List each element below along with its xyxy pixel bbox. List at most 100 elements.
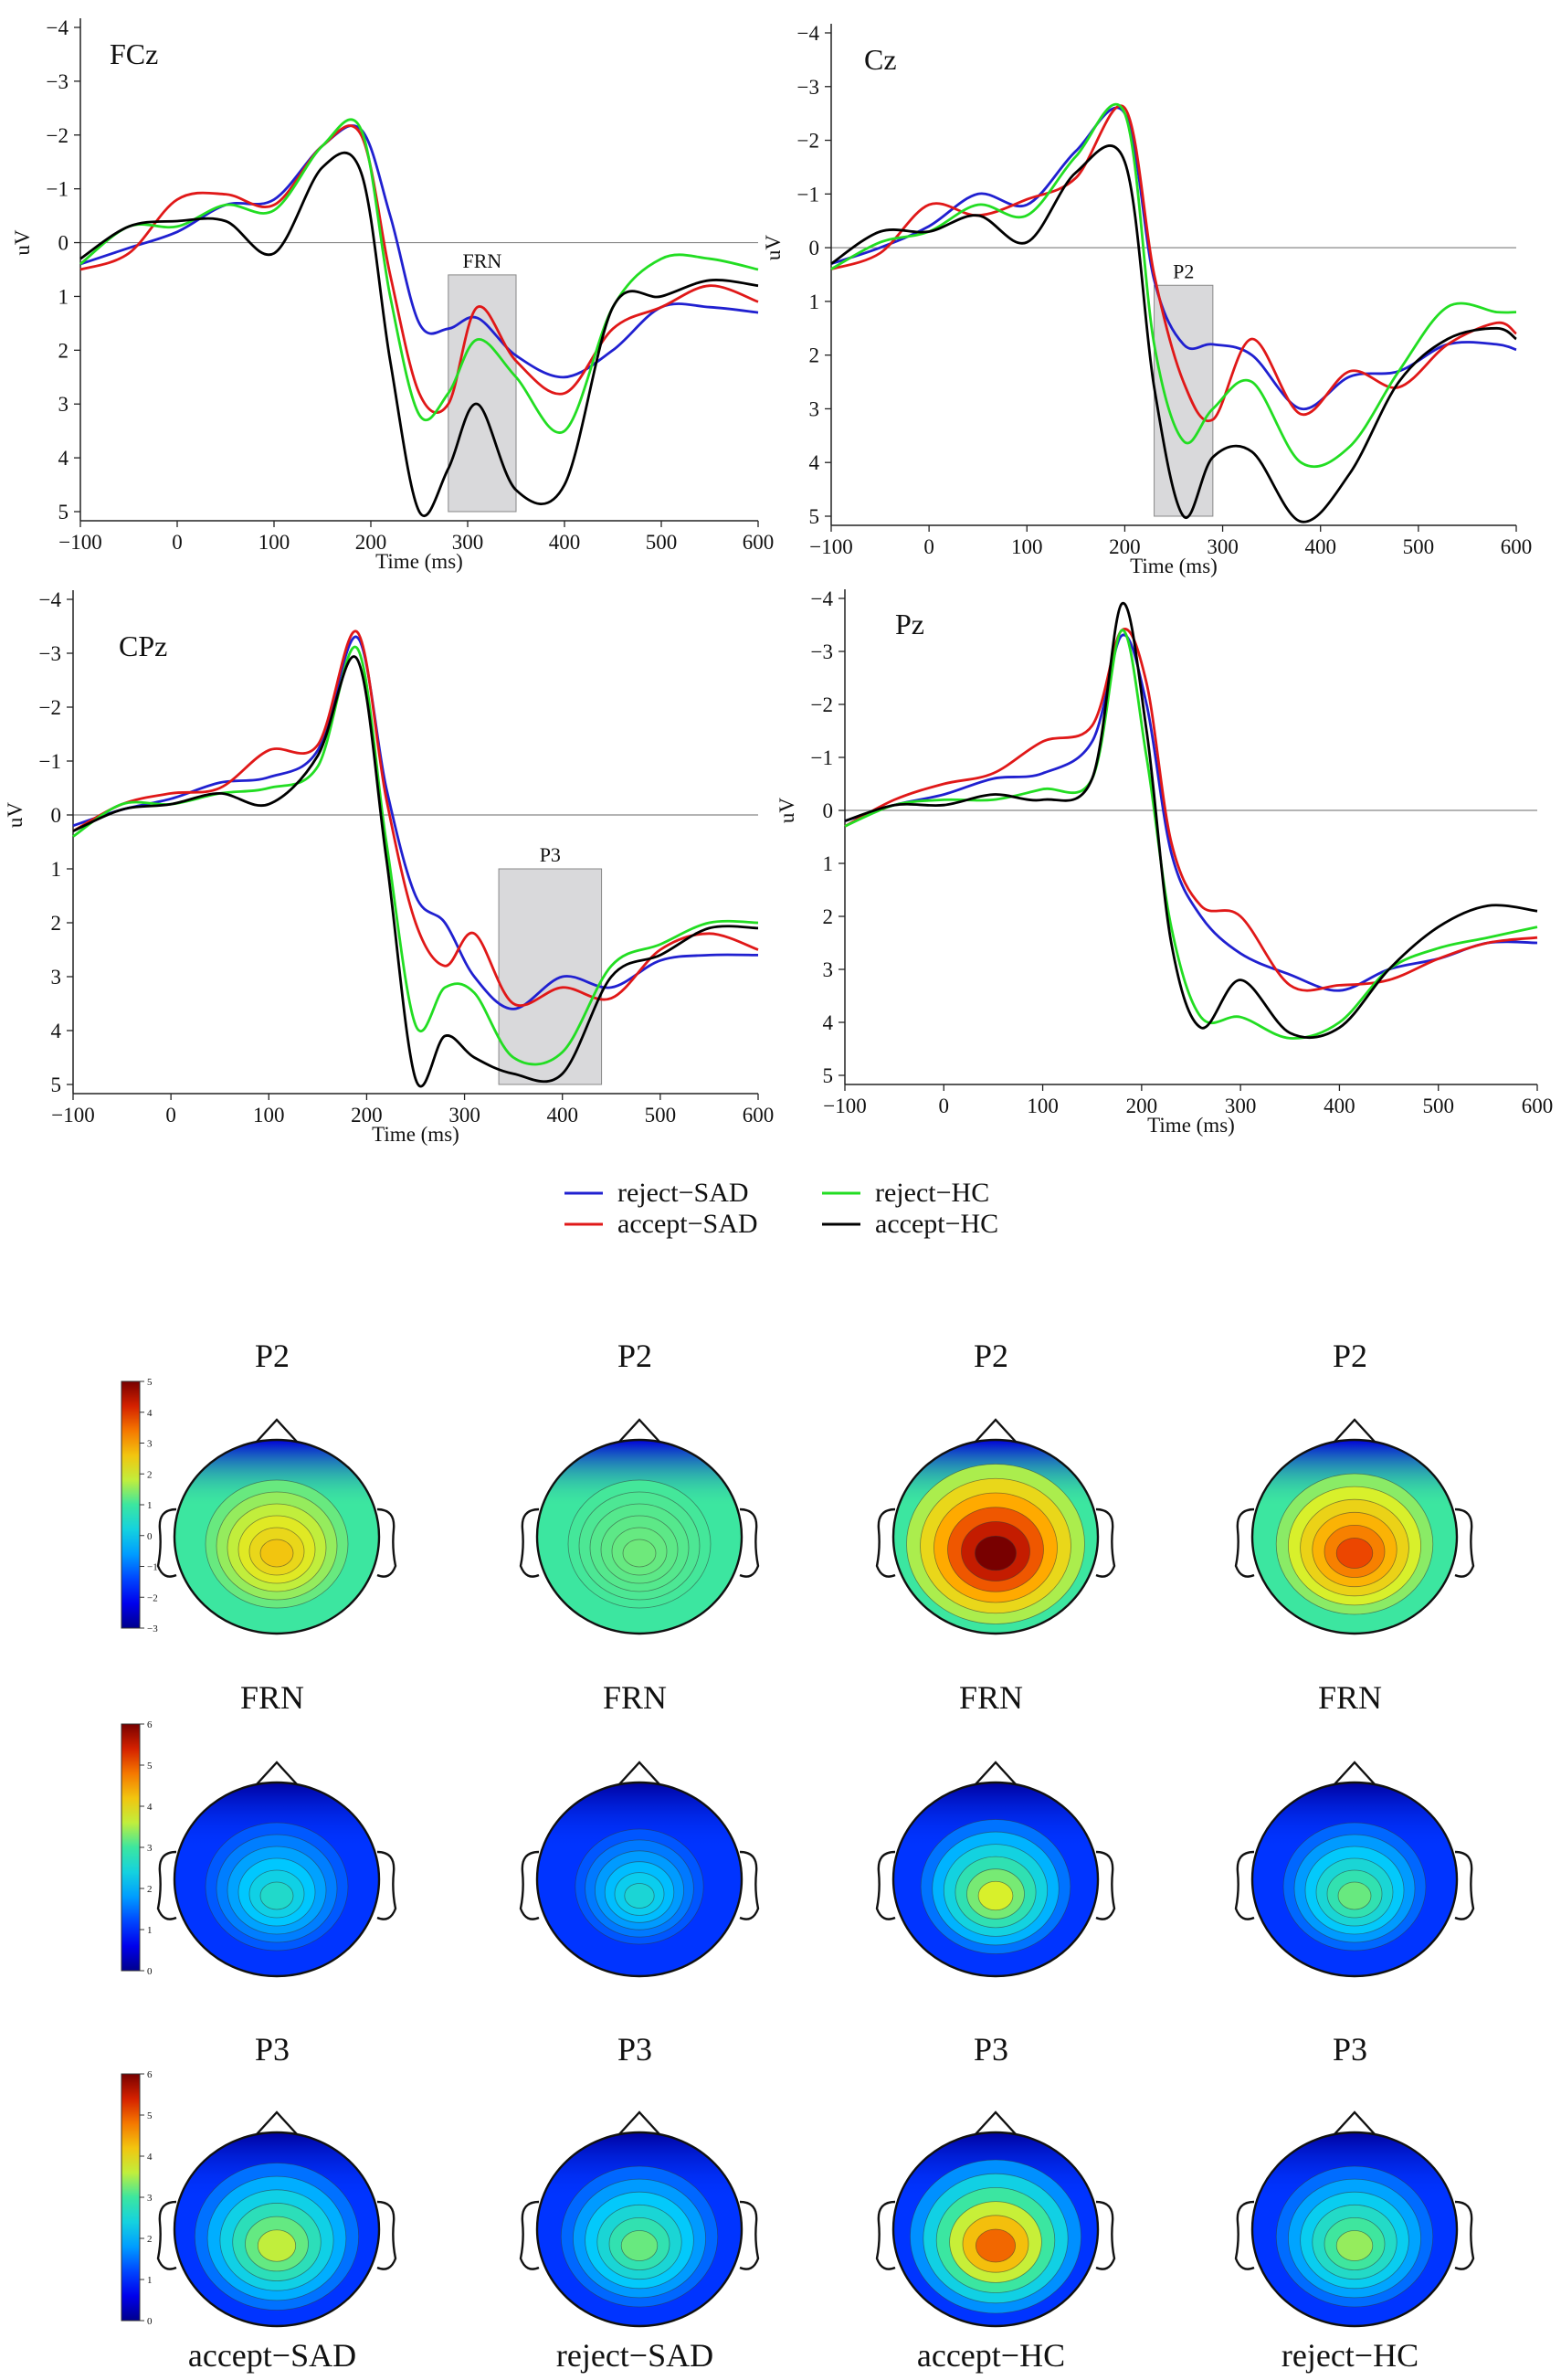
legend-label-accept-sad: accept−SAD: [617, 1209, 758, 1239]
colorbar-tick-label: −3: [147, 1624, 158, 1634]
y-tick-label: −3: [47, 70, 69, 93]
y-tick-label: −2: [811, 693, 833, 716]
y-tick-label: −2: [797, 130, 819, 153]
series-line-reject-hc: [844, 629, 1538, 1040]
topo-map-p3-reject-sad: P3: [519, 2031, 760, 2328]
colorbar-tick-label: 6: [147, 2069, 153, 2080]
y-tick-label: −3: [811, 640, 833, 663]
topo-field: [1252, 1782, 1457, 1976]
topo-map-frn-accept-hc: FRN: [875, 1679, 1116, 1978]
colorbar-tick-label: 2: [147, 2234, 153, 2245]
x-tick-label: 100: [258, 531, 290, 554]
y-tick-label: 2: [51, 912, 62, 935]
series-line-reject-hc: [79, 118, 759, 434]
y-tick-label: 5: [51, 1074, 62, 1096]
x-tick-label: 400: [1324, 1095, 1355, 1117]
panel-title: Cz: [864, 43, 897, 76]
nose-shape: [1334, 2110, 1376, 2135]
x-tick-label: 600: [1522, 1095, 1554, 1117]
x-axis-label: Time (ms): [1130, 555, 1218, 577]
head-outline: [535, 1781, 744, 1978]
x-tick-label: 500: [646, 531, 678, 554]
topo-map-title: P2: [255, 1338, 290, 1374]
x-tick-label: −100: [58, 531, 101, 554]
y-tick-label: −2: [39, 696, 61, 719]
y-tick-label: 0: [823, 799, 834, 822]
colorbar-tick-label: 4: [147, 1802, 153, 1813]
y-tick-label: 5: [823, 1064, 834, 1087]
series-line-reject-sad: [844, 633, 1538, 992]
colorbar-tick-label: 0: [147, 2316, 153, 2327]
legend-label-reject-sad: reject−SAD: [617, 1178, 749, 1208]
x-axis-label: Time (ms): [375, 550, 463, 573]
colorbar-tick-label: 4: [147, 1408, 153, 1419]
y-tick-label: −4: [39, 588, 62, 611]
condition-label-accept-sad: accept−SAD: [188, 2337, 356, 2374]
colorbar-tick-label: 0: [147, 1531, 153, 1542]
y-axis-label: uV: [775, 798, 798, 824]
y-tick-label: 4: [823, 1011, 834, 1034]
series-line-accept-hc: [72, 655, 759, 1088]
analysis-window-label: P2: [1173, 259, 1194, 282]
right-ear-shape: [1454, 1507, 1475, 1578]
left-ear-shape: [875, 2200, 896, 2270]
x-tick-label: 200: [351, 1104, 383, 1127]
left-ear-shape: [519, 2200, 540, 2270]
colorbar-tick-label: 1: [147, 1500, 153, 1511]
head-outline: [1250, 2131, 1459, 2328]
colorbar-tick-label: 3: [147, 2193, 153, 2204]
right-ear-shape: [1095, 2200, 1116, 2270]
topo-map-title: P3: [974, 2031, 1008, 2068]
x-axis-label: Time (ms): [372, 1123, 459, 1146]
topo-map-title: FRN: [603, 1679, 667, 1716]
erp-panels: FRN −4 −3 −2 −1 0 1 2 3 4 5 −100 0 100 200 300 400 500 600…: [4, 16, 1553, 1146]
left-ear-shape: [156, 1507, 177, 1578]
x-tick-label: 300: [448, 1104, 480, 1127]
head-outline: [891, 1781, 1100, 1978]
topo-field: [174, 2132, 379, 2326]
topo-row-frn: 0 1 2 3 4 5 6 FRN FRN FRN FRN: [121, 1679, 1475, 1978]
colorbar-tick-label: 4: [147, 2152, 153, 2163]
series-line-accept-sad: [844, 628, 1538, 992]
colorbar-tick-label: −2: [147, 1592, 158, 1603]
colorbar-tick-label: 1: [147, 1925, 153, 1936]
topo-map-frn-reject-sad: FRN: [519, 1679, 760, 1978]
topo-map-title: FRN: [1318, 1679, 1382, 1716]
x-tick-label: 0: [165, 1104, 176, 1127]
y-tick-label: 3: [58, 393, 69, 416]
topo-map-title: FRN: [240, 1679, 304, 1716]
x-tick-label: 200: [355, 531, 387, 554]
y-tick-label: 3: [51, 966, 62, 989]
colorbar-tick-label: 5: [147, 1761, 153, 1772]
head-outline: [535, 1438, 744, 1635]
left-ear-shape: [1234, 1507, 1255, 1578]
y-tick-label: 3: [809, 397, 820, 420]
y-tick-label: 1: [823, 852, 834, 875]
topo-map-title: P2: [617, 1338, 652, 1374]
y-tick-label: −4: [47, 16, 69, 39]
nose-shape: [256, 2110, 298, 2135]
y-tick-label: −4: [811, 587, 834, 610]
right-ear-shape: [1454, 1850, 1475, 1920]
head-outline: [1250, 1781, 1459, 1978]
y-tick-label: 2: [58, 339, 69, 362]
condition-label-accept-hc: accept−HC: [917, 2337, 1065, 2374]
topo-map-frn-accept-sad: FRN: [156, 1679, 397, 1978]
x-tick-label: −100: [823, 1095, 866, 1117]
topo-map-title: P3: [617, 2031, 652, 2068]
x-tick-label: 600: [743, 1104, 775, 1127]
topo-map-frn-reject-hc: FRN: [1234, 1679, 1475, 1978]
panel-title: FCz: [110, 37, 158, 70]
x-tick-label: 600: [743, 531, 775, 554]
x-tick-label: 100: [1011, 535, 1043, 558]
y-tick-label: 5: [58, 501, 69, 524]
analysis-window-label: FRN: [463, 249, 502, 272]
left-ear-shape: [1234, 2200, 1255, 2270]
series-line-accept-hc: [79, 151, 759, 517]
colorbar-tick-label: 3: [147, 1439, 153, 1450]
x-tick-label: −100: [51, 1104, 94, 1127]
head-outline: [173, 1781, 381, 1978]
y-tick-label: −1: [811, 746, 833, 769]
erp-panel-cz: P2 −4 −3 −2 −1 0 1 2 3 4 5 −100 0 100 200 300 400 500 600 T…: [762, 22, 1532, 577]
